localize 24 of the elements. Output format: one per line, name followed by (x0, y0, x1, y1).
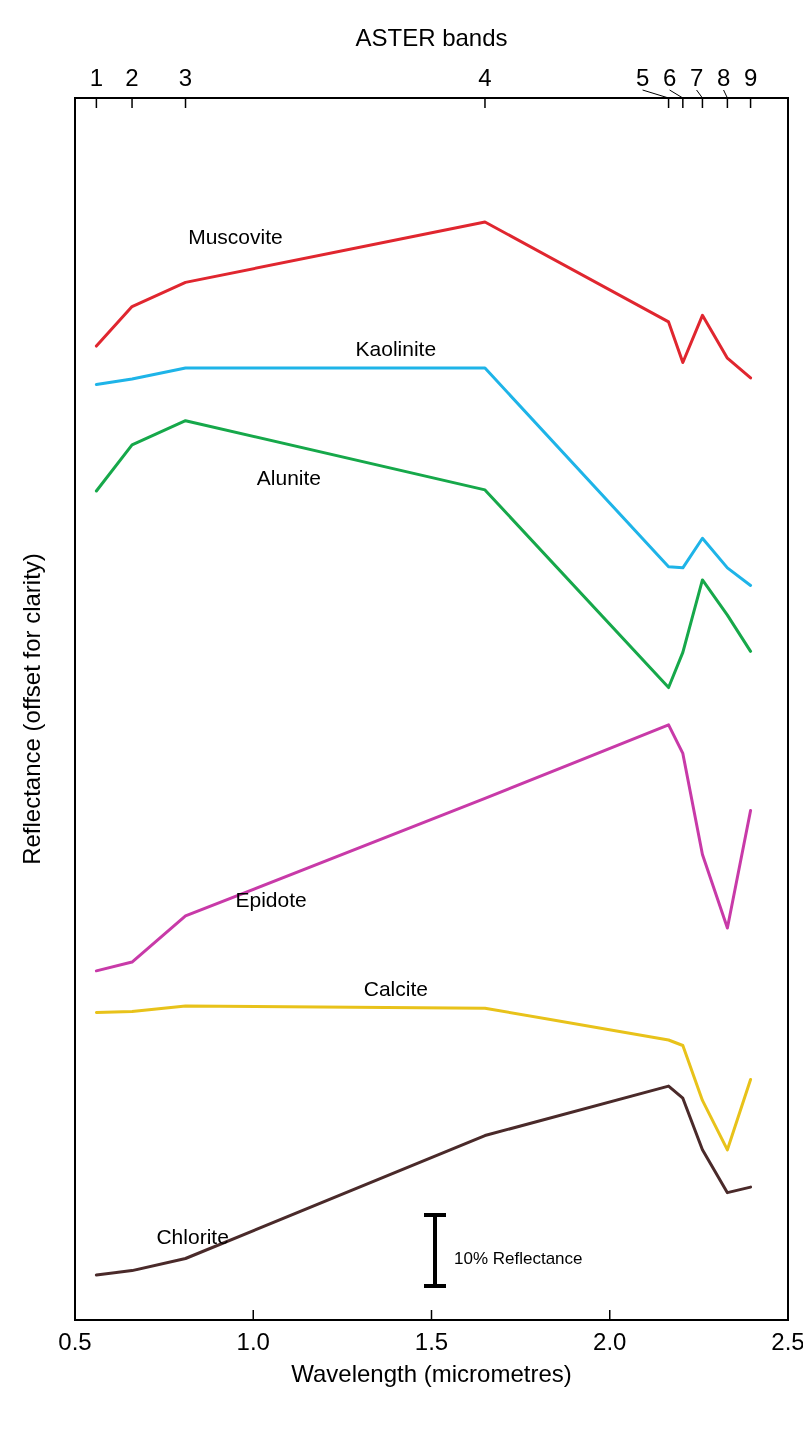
x-tick-label: 2.0 (593, 1328, 627, 1355)
x-tick-label: 0.5 (58, 1328, 92, 1355)
series-label: Epidote (235, 888, 307, 912)
annotation: 1 (89, 64, 104, 91)
annotation: 10% Reflectance (454, 1249, 583, 1268)
x-axis-title: Wavelength (micrometres) (291, 1360, 572, 1387)
annotation: 6 (662, 64, 677, 91)
x-tick-label: 1.0 (236, 1328, 270, 1355)
annotation: 7 (689, 64, 704, 91)
x-tick-label: 2.5 (771, 1328, 805, 1355)
series-label: Chlorite (156, 1224, 229, 1248)
series-label: Alunite (256, 465, 322, 489)
series-label: Muscovite (188, 225, 283, 249)
annotation: 9 (743, 64, 758, 91)
x-tick-label: 1.5 (414, 1328, 449, 1355)
annotation: 2 (125, 64, 139, 91)
annotation: 8 (716, 64, 731, 91)
annotation: 5 (635, 64, 650, 91)
series-label: Calcite (363, 976, 428, 1000)
annotation: 3 (178, 64, 193, 91)
y-axis-title: Reflectance (offset for clarity) (18, 553, 45, 865)
x2-axis-title: ASTER bands (355, 24, 508, 51)
series-label: Kaolinite (355, 337, 437, 361)
annotation: 4 (478, 64, 492, 91)
